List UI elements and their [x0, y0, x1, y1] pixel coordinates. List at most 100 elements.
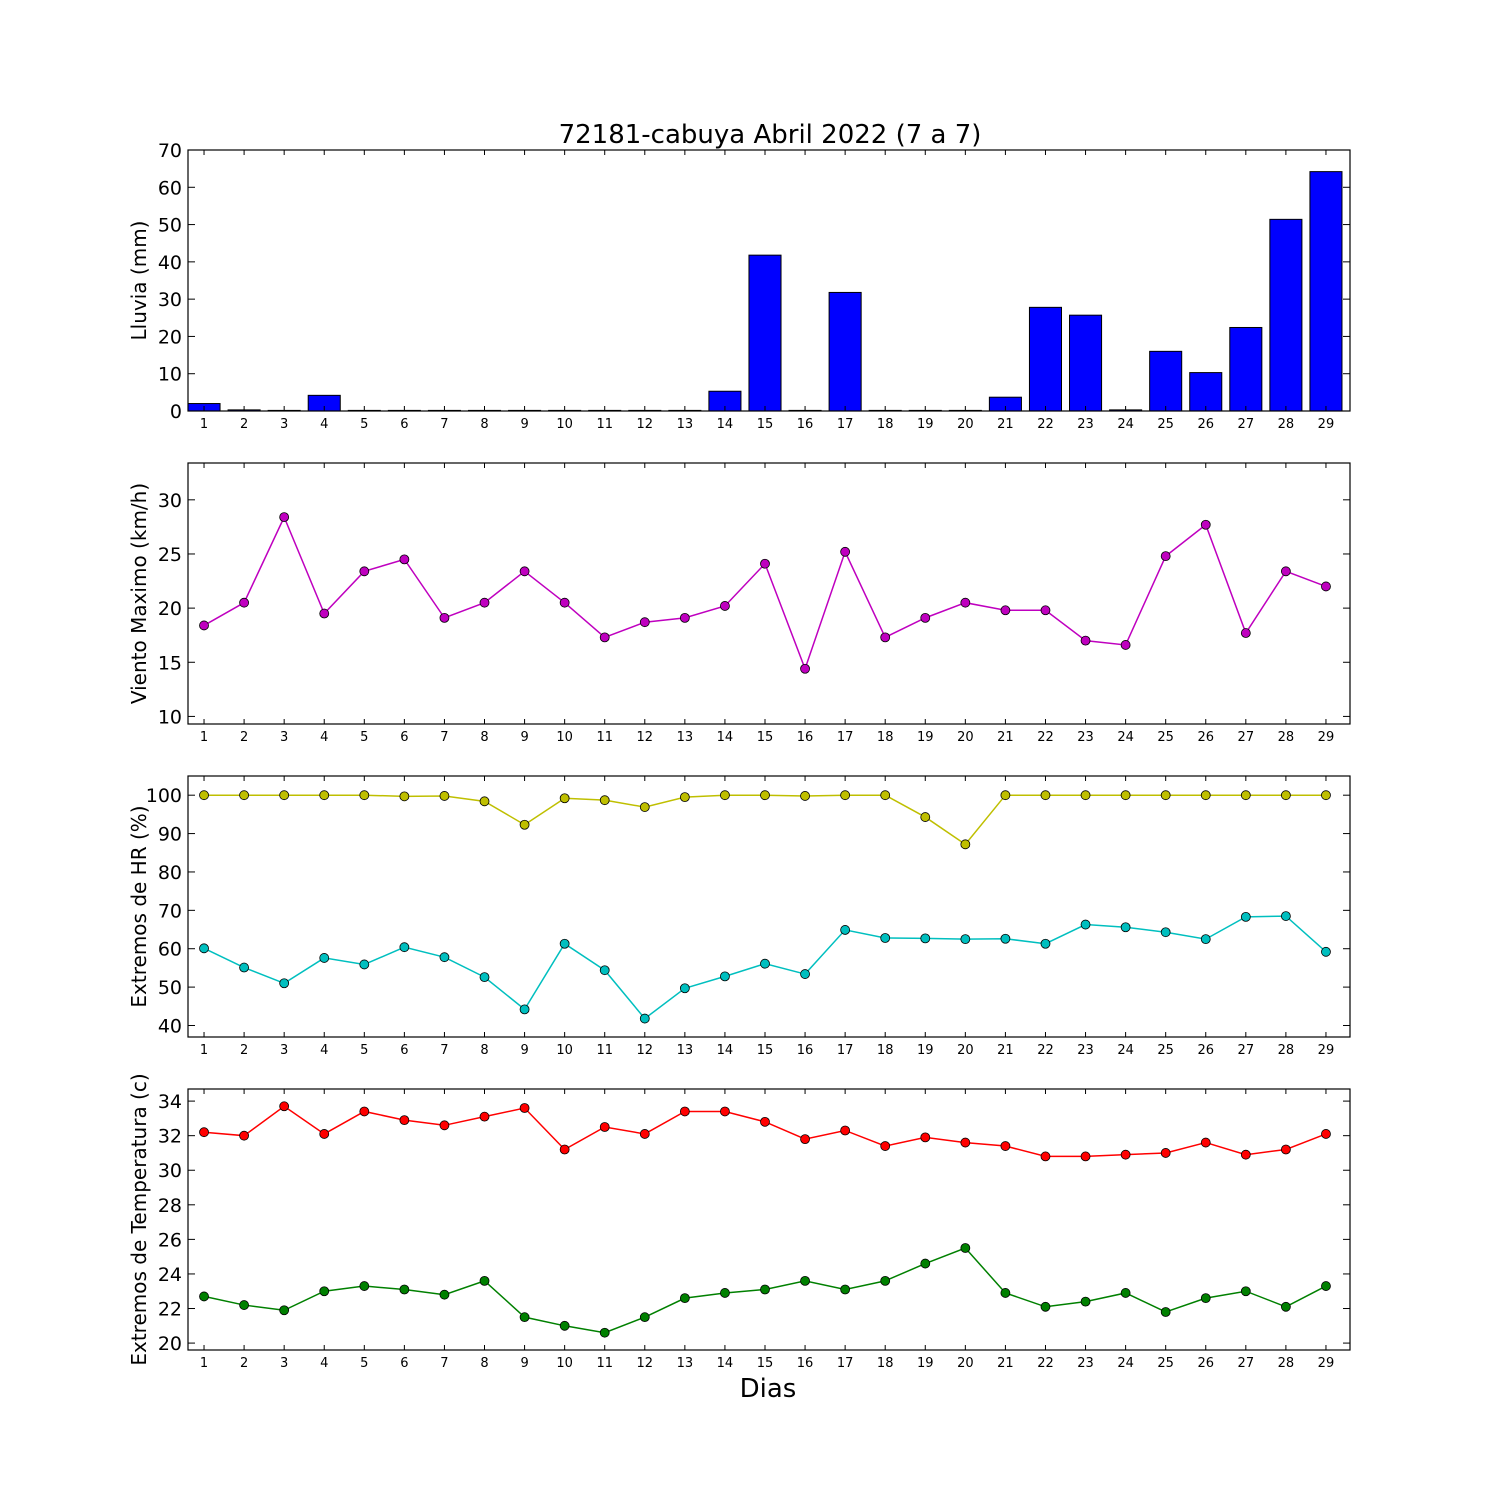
data-point — [199, 790, 209, 801]
data-point — [840, 790, 851, 801]
data-point — [639, 1312, 650, 1323]
x-tick-label: 16 — [797, 1043, 814, 1058]
data-point — [1321, 1129, 1331, 1139]
x-tick-label: 14 — [717, 417, 734, 432]
data-point — [1160, 551, 1171, 562]
x-tick-label: 5 — [360, 417, 368, 432]
data-point — [1200, 1137, 1211, 1148]
x-tick-label: 29 — [1318, 417, 1335, 432]
x-tick-label: 26 — [1197, 730, 1214, 745]
x-tick-label: 21 — [997, 417, 1014, 432]
data-point — [1080, 635, 1091, 646]
data-point — [880, 1141, 891, 1151]
data-point — [920, 933, 931, 944]
y-tick-label: 70 — [158, 900, 182, 922]
y-tick-label: 70 — [158, 140, 182, 162]
x-tick-label: 29 — [1318, 1356, 1335, 1371]
data-point — [800, 1134, 810, 1145]
y-tick-label: 15 — [158, 652, 182, 674]
x-tick-label: 25 — [1157, 1043, 1174, 1058]
data-point — [920, 1132, 931, 1143]
x-tick-label: 12 — [637, 1043, 654, 1058]
x-tick-label: 18 — [877, 730, 894, 745]
data-point — [1200, 934, 1211, 945]
data-point — [1040, 938, 1051, 949]
x-tick-label: 4 — [320, 1356, 328, 1371]
y-tick-label: 10 — [158, 706, 182, 728]
data-point — [1080, 790, 1091, 801]
x-tick-label: 19 — [917, 417, 934, 432]
data-point — [920, 1258, 931, 1269]
data-point — [1200, 519, 1211, 530]
data-point — [1120, 790, 1131, 801]
data-point — [1160, 1307, 1171, 1317]
x-tick-label: 7 — [440, 730, 448, 745]
bar — [1028, 306, 1063, 412]
data-point — [720, 601, 730, 611]
x-tick-label: 8 — [480, 1356, 488, 1371]
data-point — [1280, 566, 1291, 577]
data-point — [559, 1144, 570, 1155]
x-tick-label: 14 — [717, 1043, 734, 1058]
x-tick-label: 3 — [280, 417, 288, 432]
x-tick-label: 15 — [757, 1043, 774, 1058]
axes-frame — [187, 775, 1351, 1038]
data-point — [559, 597, 570, 608]
data-point — [559, 1320, 570, 1331]
data-point — [1280, 790, 1291, 801]
x-tick-label: 23 — [1077, 730, 1094, 745]
y-tick-label: 50 — [158, 977, 182, 999]
data-point — [920, 812, 931, 822]
x-tick-label: 21 — [997, 1356, 1014, 1371]
data-point — [920, 612, 931, 623]
x-tick-label: 23 — [1077, 1356, 1094, 1371]
data-point — [359, 566, 370, 577]
x-tick-label: 17 — [837, 417, 854, 432]
y-tick-label: 32 — [158, 1126, 182, 1148]
data-point — [519, 1004, 530, 1015]
data-point — [720, 790, 730, 801]
data-point — [1280, 1144, 1291, 1155]
x-tick-label: 1 — [200, 417, 208, 432]
x-tick-label: 15 — [757, 417, 774, 432]
y-tick-label: 10 — [158, 364, 182, 386]
data-point — [840, 925, 851, 935]
data-point — [760, 1116, 770, 1127]
data-point — [399, 1284, 410, 1295]
x-tick-label: 14 — [717, 1356, 734, 1371]
data-point — [479, 1111, 490, 1122]
data-point — [760, 1284, 770, 1295]
data-point — [880, 933, 891, 943]
bar — [1269, 218, 1303, 412]
x-tick-label: 4 — [320, 730, 328, 745]
x-tick-label: 14 — [717, 730, 734, 745]
x-tick-label: 7 — [440, 1043, 448, 1058]
data-point — [639, 1013, 650, 1024]
data-point — [439, 612, 450, 623]
x-tick-label: 1 — [200, 730, 208, 745]
x-tick-label: 27 — [1238, 730, 1255, 745]
data-point — [880, 632, 891, 643]
x-tick-label: 20 — [957, 417, 974, 432]
data-point — [1240, 628, 1251, 638]
x-tick-label: 22 — [1037, 417, 1054, 432]
data-point — [1040, 605, 1051, 616]
data-point — [1280, 1301, 1291, 1312]
data-point — [559, 793, 570, 804]
bar — [1149, 350, 1183, 412]
y-tick-label: 90 — [158, 824, 182, 846]
x-tick-label: 1 — [200, 1043, 208, 1058]
x-tick-label: 17 — [837, 1356, 854, 1371]
data-point — [279, 512, 290, 523]
x-tick-label: 6 — [400, 1356, 408, 1371]
x-tick-label: 16 — [797, 730, 814, 745]
data-point — [1321, 946, 1331, 957]
data-point — [1280, 911, 1291, 921]
y-axis-label: Extremos de HR (%) — [127, 805, 151, 1007]
x-tick-label: 25 — [1157, 730, 1174, 745]
data-point — [679, 612, 690, 623]
chart-title: 72181-cabuya Abril 2022 (7 a 7) — [559, 120, 982, 150]
data-point — [519, 1103, 530, 1113]
x-tick-label: 13 — [677, 417, 694, 432]
x-tick-label: 10 — [556, 1043, 573, 1058]
